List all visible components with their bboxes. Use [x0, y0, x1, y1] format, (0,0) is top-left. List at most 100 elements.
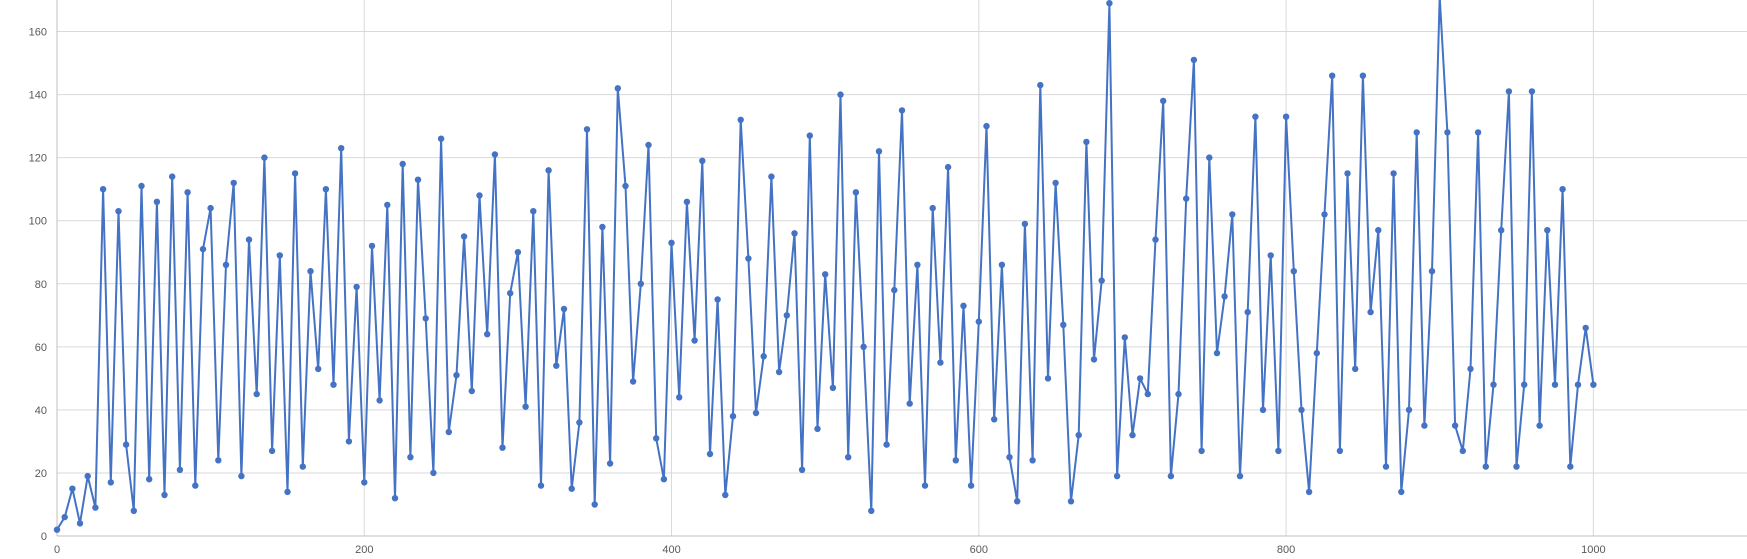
- data-point: [960, 302, 967, 309]
- data-point: [176, 466, 184, 473]
- data-point: [1382, 463, 1390, 470]
- data-point: [1213, 349, 1221, 357]
- data-point: [1044, 375, 1052, 382]
- data-point: [1021, 220, 1029, 228]
- data-point: [1259, 406, 1267, 414]
- data-point: [1236, 472, 1244, 480]
- data-point: [238, 472, 245, 480]
- data-point: [845, 454, 852, 461]
- data-point: [706, 450, 714, 458]
- data-point: [1459, 447, 1467, 455]
- data-point: [1551, 381, 1559, 388]
- data-point: [284, 488, 291, 496]
- x-tick-label: 400: [662, 544, 680, 556]
- data-point: [1344, 170, 1351, 177]
- data-point: [699, 157, 706, 164]
- data-point: [606, 460, 614, 467]
- data-point: [553, 362, 560, 369]
- data-point: [261, 154, 268, 161]
- data-point: [967, 482, 975, 489]
- data-point: [1559, 186, 1566, 193]
- data-point: [660, 476, 668, 483]
- x-tick-label: 600: [970, 544, 988, 556]
- data-point: [222, 261, 230, 268]
- data-series: [53, 0, 1597, 533]
- data-point: [668, 239, 675, 246]
- data-point: [1052, 179, 1059, 187]
- y-tick-label: 140: [29, 90, 47, 102]
- data-point: [484, 331, 491, 338]
- data-point: [1229, 211, 1236, 218]
- x-tick-label: 0: [54, 544, 60, 556]
- data-point: [891, 286, 898, 294]
- data-point: [99, 186, 107, 193]
- x-tick-label: 1000: [1581, 544, 1605, 556]
- data-point: [637, 280, 644, 287]
- data-point: [184, 189, 191, 196]
- data-point: [1067, 498, 1075, 505]
- data-point: [952, 457, 959, 464]
- data-point: [791, 230, 798, 237]
- data-point: [268, 447, 276, 455]
- data-point: [1528, 88, 1536, 95]
- data-point: [1090, 356, 1098, 363]
- data-point: [368, 242, 376, 250]
- data-point: [691, 337, 698, 344]
- data-point: [1075, 431, 1082, 439]
- data-point: [722, 491, 729, 499]
- data-point: [653, 435, 660, 442]
- data-point: [599, 223, 606, 231]
- data-point: [906, 400, 913, 407]
- data-point: [1014, 498, 1021, 505]
- data-point: [1282, 113, 1290, 120]
- data-point: [991, 416, 998, 423]
- data-point: [1175, 390, 1182, 398]
- data-point: [1152, 236, 1159, 243]
- data-point: [1590, 381, 1597, 388]
- data-point: [1113, 472, 1121, 480]
- data-point: [1206, 154, 1213, 161]
- data-point: [522, 403, 529, 410]
- data-point: [1029, 457, 1036, 464]
- x-tick-label: 800: [1277, 544, 1295, 556]
- data-point: [868, 507, 875, 514]
- data-point: [1244, 308, 1251, 316]
- data-point: [914, 261, 921, 268]
- data-point: [645, 141, 652, 149]
- data-point: [245, 236, 253, 243]
- data-point: [875, 148, 883, 155]
- data-point: [1582, 324, 1589, 332]
- data-point: [153, 198, 161, 205]
- data-point: [745, 255, 752, 262]
- data-point: [1267, 252, 1274, 259]
- data-point: [476, 192, 483, 199]
- data-point: [783, 312, 790, 319]
- data-point: [391, 495, 399, 502]
- data-point: [1160, 97, 1167, 105]
- data-point: [361, 479, 368, 486]
- data-point: [1144, 390, 1152, 398]
- data-point: [1037, 81, 1044, 89]
- data-point: [353, 283, 360, 291]
- data-point: [530, 208, 537, 215]
- data-point: [399, 160, 406, 168]
- data-point: [883, 441, 890, 448]
- data-point: [276, 252, 283, 259]
- data-point: [161, 491, 168, 499]
- data-point: [414, 176, 422, 183]
- data-point: [422, 315, 429, 322]
- data-point: [676, 394, 683, 401]
- data-point: [1183, 195, 1190, 202]
- data-point: [576, 419, 583, 426]
- axes: [56, 0, 1747, 537]
- data-point: [837, 91, 844, 98]
- data-point: [322, 186, 330, 193]
- data-point: [84, 472, 91, 480]
- data-point: [622, 182, 629, 190]
- data-point: [307, 268, 314, 275]
- data-point: [169, 173, 176, 180]
- data-point: [1375, 227, 1382, 234]
- data-point: [384, 201, 391, 209]
- data-point: [860, 343, 867, 350]
